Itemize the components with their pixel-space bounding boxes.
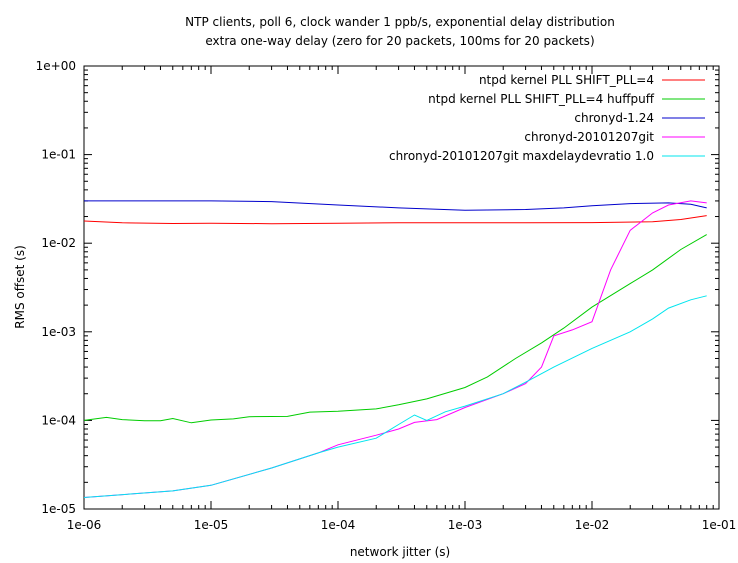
x-tick-label: 1e-06: [67, 518, 102, 532]
x-tick-label: 1e-04: [321, 518, 356, 532]
plot-area: 1e-06 1e-05 1e-04 1e-03 1e-02 1e-01 1e-05 1e-04…: [36, 59, 737, 532]
series-line: [84, 200, 707, 211]
series-line: [83, 234, 707, 424]
y-tick-label: 1e+00: [36, 59, 76, 73]
y-tick-label: 1e-04: [41, 413, 76, 427]
y-tick-label: 1e-02: [41, 236, 76, 250]
series-line: [83, 200, 707, 498]
legend-label: chronyd-20101207git: [524, 130, 654, 144]
legend-label: ntpd kernel PLL SHIFT_PLL=4: [479, 73, 654, 87]
x-tick-label: 1e-03: [448, 518, 483, 532]
x-tick-label: 1e-05: [194, 518, 229, 532]
chart-title: NTP clients, poll 6, clock wander 1 ppb/…: [185, 15, 615, 29]
series-line: [83, 215, 707, 225]
x-tick-label: 1e-01: [702, 518, 737, 532]
legend-label: chronyd-1.24: [574, 111, 654, 125]
legend-label: ntpd kernel PLL SHIFT_PLL=4 huffpuff: [428, 92, 655, 106]
y-tick-label: 1e-01: [41, 148, 76, 162]
series-line: [83, 295, 707, 498]
y-axis-label: RMS offset (s): [13, 245, 27, 329]
plot-frame: [83, 65, 720, 510]
chart-subtitle: extra one-way delay (zero for 20 packets…: [205, 34, 594, 48]
x-axis-label: network jitter (s): [350, 545, 450, 559]
y-tick-label: 1e-05: [41, 502, 76, 516]
x-tick-label: 1e-02: [575, 518, 610, 532]
y-tick-label: 1e-03: [41, 325, 76, 339]
legend-label: chronyd-20101207git maxdelaydevratio 1.0: [389, 149, 654, 163]
